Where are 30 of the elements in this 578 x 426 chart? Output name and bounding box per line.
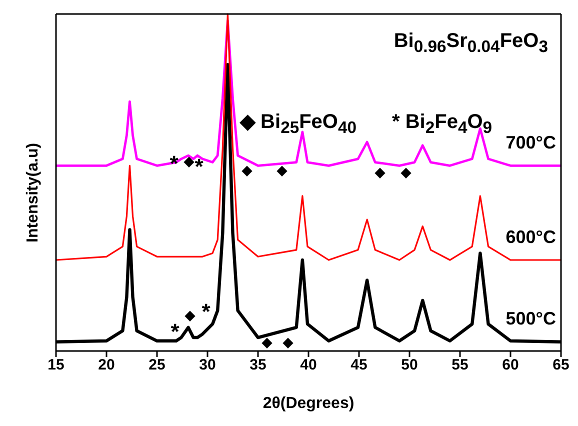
x-tick-label: 15 xyxy=(48,356,64,374)
series-label: 600°C xyxy=(506,226,556,247)
annotation: ◆ xyxy=(184,154,194,168)
annotation: ◆ Bi$_{25}$FeO$_{40}$ xyxy=(240,111,357,137)
annotation: ◆ xyxy=(401,164,411,180)
x-tick-label: 25 xyxy=(148,356,166,374)
x-tick-label: 30 xyxy=(199,356,216,374)
x-tick-label: 40 xyxy=(300,356,317,374)
annotation: ◆ xyxy=(242,162,252,178)
x-tick-label: 20 xyxy=(98,356,115,374)
x-tick-label: 65 xyxy=(552,356,570,374)
annotation: * Bi$_{2}$Fe$_{4}$O$_{9}$ xyxy=(392,111,492,137)
annotation: * xyxy=(194,154,204,179)
annotation: * xyxy=(170,319,180,344)
series-label: 500°C xyxy=(506,308,556,329)
annotation: ◆ xyxy=(283,334,293,350)
x-tick-label: 45 xyxy=(350,356,368,374)
annotation: ◆ xyxy=(375,164,385,180)
annotation: ◆ xyxy=(277,162,287,178)
series-label: 700°C xyxy=(506,132,556,152)
x-tick-label: 50 xyxy=(401,356,418,374)
x-tick-label: 35 xyxy=(250,356,266,374)
annotation: ◆ xyxy=(185,308,195,322)
x-tick-label: 55 xyxy=(452,356,468,374)
x-tick-label: 60 xyxy=(502,356,519,374)
text: Bi$_{0.96}$Sr$_{0.04}$FeO$_{3}$ xyxy=(394,30,548,57)
y-axis-title: Intensity(a.u) xyxy=(24,142,42,242)
x-axis-title: 2θ(Degrees) xyxy=(262,395,354,412)
annotation: ◆ xyxy=(262,334,272,350)
annotation: * xyxy=(202,299,210,324)
